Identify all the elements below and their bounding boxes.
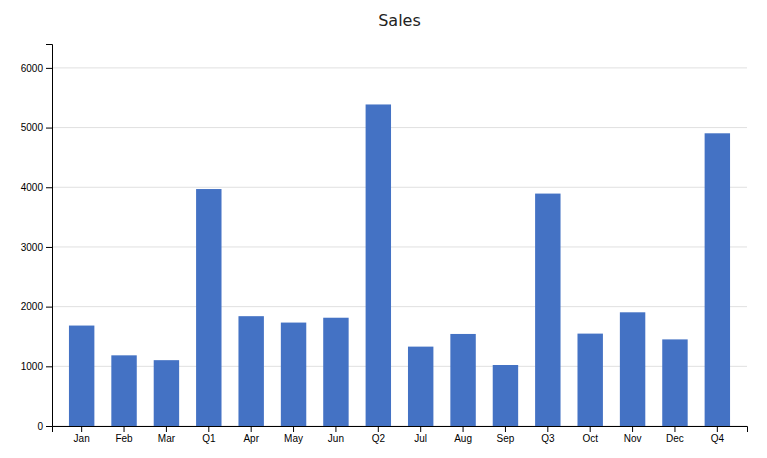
y-tick: 4000 [21, 182, 52, 193]
y-tick-mark [46, 68, 52, 69]
x-tick: Q4 [711, 426, 725, 444]
x-tick-label: Q4 [711, 433, 725, 444]
x-tick-label: Jun [328, 433, 344, 444]
x-tick-label: Q1 [202, 433, 216, 444]
x-tick: Q2 [372, 426, 386, 444]
bar [366, 104, 391, 426]
x-axis: Jan Feb Mar Q1 Apr May Jun Q2 Jul Aug Sep Q3 Oct Nov D… [53, 426, 748, 444]
x-tick-label: Aug [454, 433, 472, 444]
y-tick-mark [46, 307, 52, 308]
x-tick-label: Apr [243, 433, 259, 444]
x-tick-label: Nov [624, 433, 642, 444]
y-tick-label: 6000 [21, 63, 44, 74]
x-axis-line [53, 427, 748, 433]
y-tick-mark [46, 366, 52, 367]
bar [281, 323, 306, 426]
bar [577, 334, 602, 426]
x-tick-mark [420, 426, 421, 432]
x-tick: Oct [582, 426, 598, 444]
y-tick-mark [46, 247, 52, 248]
x-tick-mark [463, 426, 464, 432]
x-tick: Mar [158, 426, 176, 444]
x-tick-mark [124, 426, 125, 432]
bar [662, 339, 687, 426]
x-tick: Q3 [541, 426, 555, 444]
y-tick-mark [46, 187, 52, 188]
x-tick-label: Q2 [372, 433, 386, 444]
bars [69, 104, 730, 426]
bar [408, 347, 433, 426]
x-tick: Aug [454, 426, 472, 444]
bar [450, 334, 475, 426]
y-tick-label: 5000 [21, 122, 44, 133]
x-tick-label: Jan [74, 433, 90, 444]
x-tick-mark [335, 426, 336, 432]
x-tick-mark [378, 426, 379, 432]
x-tick: Jul [414, 426, 427, 444]
x-tick-mark [547, 426, 548, 432]
x-tick: Apr [243, 426, 259, 444]
chart-svg: 0 1000 2000 3000 4000 5000 6000 Jan Feb Mar Q1 Apr M… [0, 0, 767, 458]
y-tick: 6000 [21, 63, 52, 74]
bar [620, 312, 645, 426]
bar [69, 326, 94, 426]
bar [323, 318, 348, 426]
grid-line [52, 187, 747, 188]
y-tick: 2000 [21, 301, 52, 312]
x-tick: Jun [328, 426, 344, 444]
x-tick: Sep [497, 426, 515, 444]
bar [111, 355, 136, 426]
y-tick: 0 [37, 421, 52, 432]
x-tick-mark [674, 426, 675, 432]
y-tick: 5000 [21, 122, 52, 133]
x-tick-label: Sep [497, 433, 515, 444]
x-tick-mark [632, 426, 633, 432]
x-tick-mark [717, 426, 718, 432]
grid-line [52, 246, 747, 247]
y-tick-mark [46, 128, 52, 129]
grid-line [52, 127, 747, 128]
grid-line [52, 306, 747, 307]
y-tick-mark [46, 426, 52, 427]
y-tick-label: 4000 [21, 182, 44, 193]
x-tick: May [284, 426, 303, 444]
y-tick-label: 3000 [21, 242, 44, 253]
bar [705, 133, 730, 426]
plot-area: 0 1000 2000 3000 4000 5000 6000 Jan Feb Mar Q1 Apr M… [21, 45, 748, 445]
x-tick-label: May [284, 433, 303, 444]
x-tick-mark [166, 426, 167, 432]
bar [154, 360, 179, 426]
bar [238, 316, 263, 426]
x-tick-label: Jul [414, 433, 427, 444]
bar [535, 194, 560, 426]
y-axis: 0 1000 2000 3000 4000 5000 6000 [21, 45, 53, 432]
x-tick-mark [251, 426, 252, 432]
x-tick: Feb [115, 426, 133, 444]
x-tick-label: Dec [666, 433, 684, 444]
grid [52, 68, 747, 426]
y-tick-label: 1000 [21, 361, 44, 372]
x-tick-mark [505, 426, 506, 432]
bar [493, 365, 518, 426]
x-tick-label: Oct [582, 433, 598, 444]
y-tick-label: 0 [37, 421, 43, 432]
y-tick: 3000 [21, 242, 52, 253]
x-tick-mark [208, 426, 209, 432]
x-tick: Jan [74, 426, 90, 444]
x-tick: Q1 [202, 426, 216, 444]
y-tick-label: 2000 [21, 301, 44, 312]
grid-line [52, 67, 747, 68]
x-tick-mark [81, 426, 82, 432]
x-tick-mark [293, 426, 294, 432]
x-tick-label: Mar [158, 433, 176, 444]
x-tick: Nov [624, 426, 642, 444]
x-tick-mark [590, 426, 591, 432]
bar [196, 189, 221, 426]
y-tick: 1000 [21, 361, 52, 372]
x-tick-label: Feb [115, 433, 133, 444]
x-tick-label: Q3 [541, 433, 555, 444]
chart-title: Sales [378, 11, 421, 30]
x-tick: Dec [666, 426, 684, 444]
y-axis-line [46, 45, 53, 427]
